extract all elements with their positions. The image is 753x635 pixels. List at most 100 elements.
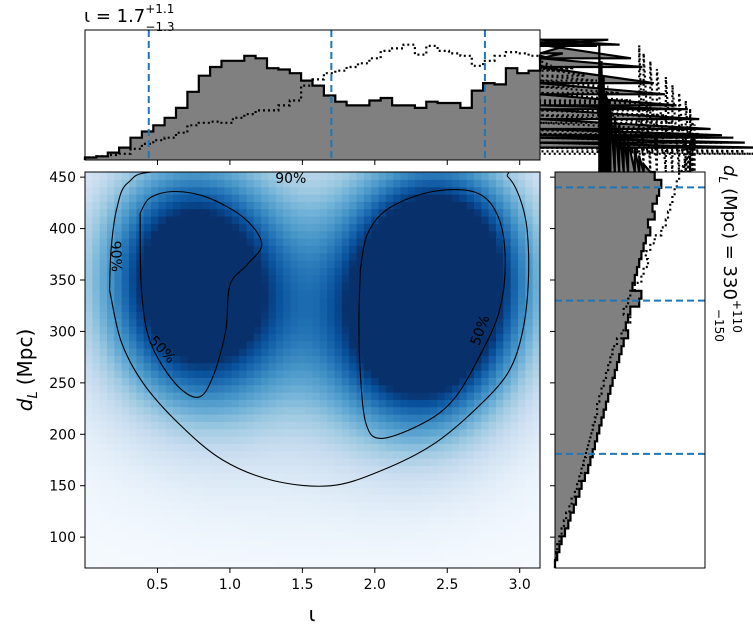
heatmap-cell <box>224 318 233 327</box>
heatmap-cell <box>143 494 152 503</box>
heatmap-cell <box>114 223 123 232</box>
heatmap-cell <box>503 377 512 386</box>
heatmap-cell <box>532 392 540 400</box>
heatmap-cell <box>341 340 350 349</box>
heatmap-cell <box>92 230 101 239</box>
heatmap-cell <box>327 267 336 276</box>
heatmap-cell <box>246 172 255 180</box>
heatmap-cell <box>495 494 504 503</box>
heatmap-cell <box>114 509 123 518</box>
heatmap-cell <box>510 538 519 547</box>
heatmap-cell <box>334 494 343 503</box>
heatmap-cell <box>121 531 130 540</box>
heatmap-cell <box>231 260 240 268</box>
heatmap-cell <box>495 296 504 305</box>
heatmap-cell <box>246 487 255 496</box>
heatmap-cell <box>503 399 512 408</box>
heatmap-cell <box>334 421 343 430</box>
heatmap-cell <box>429 494 438 503</box>
heatmap-cell <box>407 487 416 496</box>
heatmap-cell <box>517 362 526 371</box>
heatmap-cell <box>290 230 299 239</box>
heatmap-cell <box>415 304 424 312</box>
heatmap-cell <box>297 282 306 290</box>
heatmap-cell <box>165 355 174 364</box>
heatmap-cell <box>356 245 365 254</box>
heatmap-cell <box>319 406 328 415</box>
heatmap-cell <box>393 311 402 320</box>
heatmap-cell <box>415 252 424 261</box>
heatmap-cell <box>385 326 394 334</box>
heatmap-cell <box>341 553 350 562</box>
heatmap-cell <box>143 179 152 188</box>
heatmap-cell <box>327 480 336 488</box>
heatmap-cell <box>195 230 204 239</box>
heatmap-cell <box>268 355 277 364</box>
heatmap-cell <box>246 245 255 254</box>
heatmap-cell <box>151 172 159 180</box>
heatmap-cell <box>297 516 306 525</box>
heatmap-cell <box>224 326 233 334</box>
heatmap-cell <box>202 194 211 202</box>
heatmap-cell <box>415 223 424 232</box>
heatmap-cell <box>473 216 482 224</box>
heatmap-cell <box>231 538 240 547</box>
heatmap-cell <box>217 172 226 180</box>
heatmap-cell <box>107 421 115 430</box>
heatmap-cell <box>466 443 475 452</box>
heatmap-cell <box>92 348 101 356</box>
heatmap-cell <box>92 443 101 452</box>
heatmap-cell <box>495 384 504 393</box>
heatmap-cell <box>517 560 526 568</box>
heatmap-cell <box>268 516 277 525</box>
heatmap-cell <box>107 333 115 342</box>
heatmap-cell <box>224 538 233 547</box>
heatmap-cell <box>312 230 321 239</box>
heatmap-cell <box>327 216 336 224</box>
heatmap-cell <box>217 384 226 393</box>
heatmap-cell <box>268 502 277 510</box>
heatmap-cell <box>275 245 284 254</box>
heatmap-cell <box>275 436 284 444</box>
heatmap-cell <box>407 428 416 437</box>
heatmap-cell <box>261 172 270 180</box>
heatmap-cell <box>510 531 519 540</box>
heatmap-cell <box>253 289 262 298</box>
heatmap-cell <box>437 289 446 298</box>
heatmap-cell <box>495 472 504 481</box>
heatmap-cell <box>517 458 526 466</box>
heatmap-cell <box>253 296 262 305</box>
heatmap-cell <box>253 465 262 474</box>
heatmap-cell <box>407 370 416 378</box>
heatmap-cell <box>437 208 446 217</box>
heatmap-cell <box>217 421 226 430</box>
heatmap-cell <box>297 472 306 481</box>
heatmap-cell <box>114 480 123 488</box>
heatmap-cell <box>415 230 424 239</box>
heatmap-cell <box>305 480 314 488</box>
heatmap-cell <box>371 524 380 532</box>
heatmap-cell <box>231 516 240 525</box>
heatmap-cell <box>253 487 262 496</box>
heatmap-cell <box>459 296 468 305</box>
heatmap-cell <box>158 260 167 268</box>
heatmap-cell <box>202 392 211 400</box>
heatmap-cell <box>107 208 115 217</box>
heatmap-cell <box>466 494 475 503</box>
heatmap-cell <box>209 194 218 202</box>
heatmap-cell <box>253 208 262 217</box>
heatmap-cell <box>85 186 93 195</box>
heatmap-cell <box>481 267 490 276</box>
heatmap-cell <box>158 304 167 312</box>
heatmap-cell <box>195 392 204 400</box>
heatmap-cell <box>224 553 233 562</box>
heatmap-cell <box>495 179 504 188</box>
heatmap-cell <box>195 531 204 540</box>
heatmap-cell <box>495 267 504 276</box>
heatmap-cell <box>312 509 321 518</box>
heatmap-cell <box>495 399 504 408</box>
heatmap-cell <box>334 458 343 466</box>
heatmap-cell <box>239 465 248 474</box>
heatmap-cell <box>114 318 123 327</box>
heatmap-cell <box>459 252 468 261</box>
